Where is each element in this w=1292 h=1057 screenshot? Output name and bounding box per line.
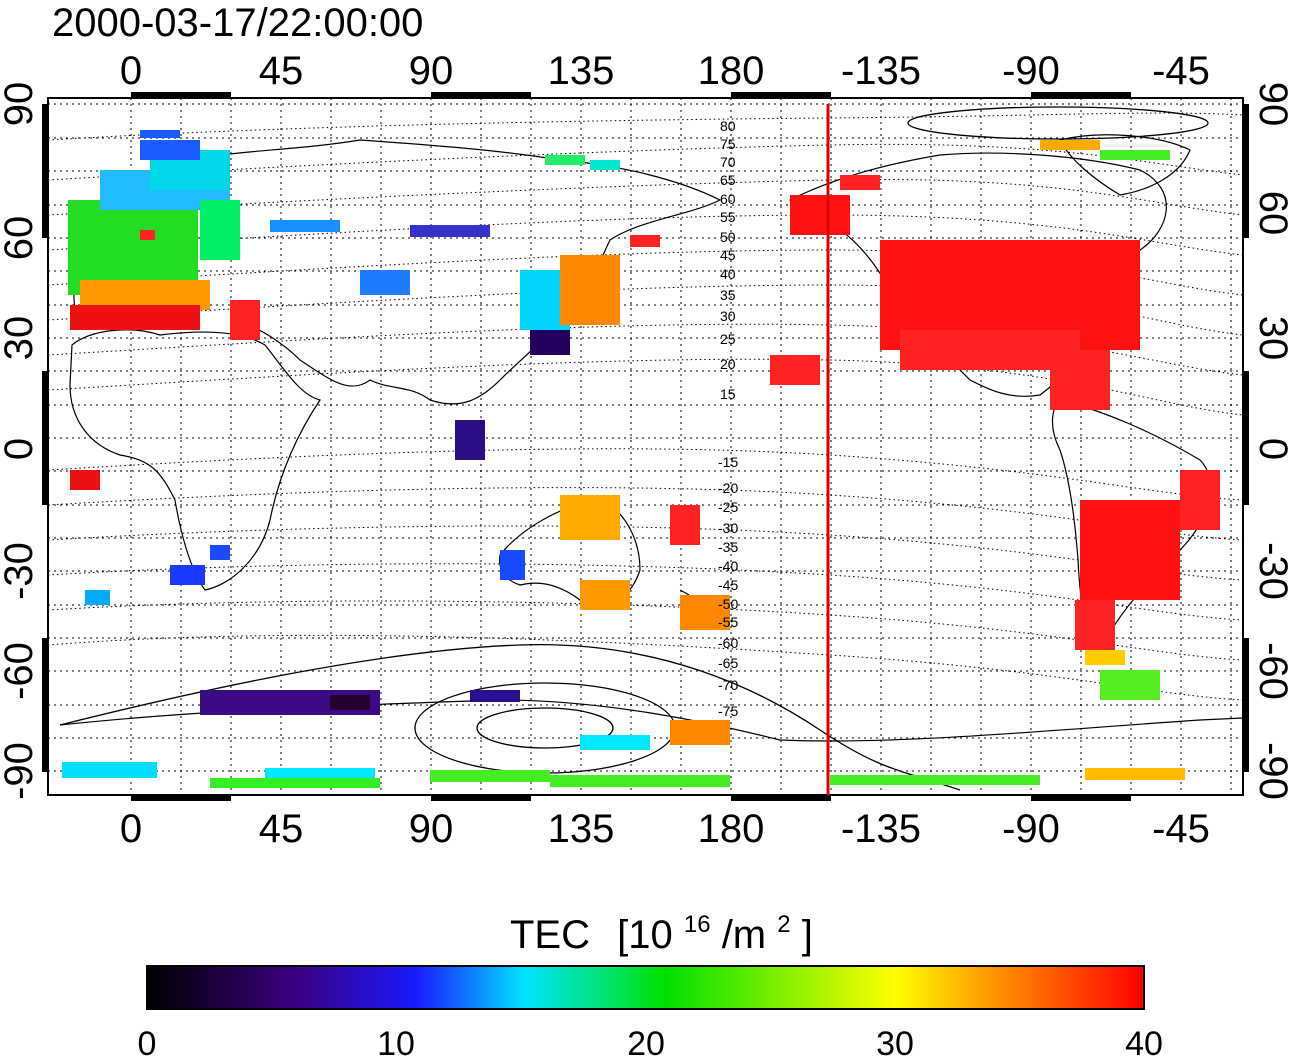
africa-coast	[69, 329, 321, 591]
contour-label: -60	[718, 635, 738, 651]
contour-label: -30	[718, 520, 738, 536]
colorbar-unit-exponent-2: 2	[777, 911, 790, 938]
contour-label: 60	[720, 191, 736, 207]
contour-labels: 80 75 70 65 60 55 50 45 40 35 30 25 20 1…	[718, 118, 738, 719]
lat-label: -90	[1251, 742, 1292, 800]
lat-label: -90	[0, 742, 41, 800]
colorbar-unit-exponent: 16	[684, 911, 711, 938]
contour-label: -25	[718, 499, 738, 515]
contour-label: -40	[718, 558, 738, 574]
magnetic-contours	[48, 112, 1243, 701]
lat-label: 0	[1251, 438, 1292, 460]
contour-label: -20	[718, 480, 738, 496]
lat-label: 90	[1251, 82, 1292, 127]
contour-label: 65	[720, 172, 736, 188]
lat-label: -60	[1251, 642, 1292, 700]
colorbar-label: TEC	[510, 913, 590, 957]
lon-label: -45	[1152, 807, 1210, 851]
tec-observations	[62, 130, 1220, 788]
lon-label: 90	[409, 49, 454, 93]
contour-label: -15	[718, 454, 738, 470]
map-frame	[47, 97, 1244, 796]
lon-label: 0	[120, 49, 142, 93]
lon-label: 135	[548, 49, 615, 93]
lat-label: -60	[0, 642, 41, 700]
lon-label: 180	[698, 49, 765, 93]
contour-label: 45	[720, 247, 736, 263]
lon-label: -90	[1002, 49, 1060, 93]
lon-label: 45	[259, 807, 304, 851]
colorbar	[146, 965, 1145, 1010]
top-longitude-labels: 0 45 90 135 180 -135 -90 -45	[120, 49, 1210, 93]
colorbar-unit-suffix: ]	[802, 913, 813, 957]
colorbar-title: TEC [10 16 /m 2 ]	[510, 897, 813, 957]
greenland-coast	[1059, 134, 1191, 196]
colorbar-ticks: 0 10 20 30 40	[138, 1025, 1163, 1057]
lon-label: 90	[409, 807, 454, 851]
contour-label: 25	[720, 331, 736, 347]
left-latitude-labels: 90 60 30 0 -30 -60 -90	[0, 82, 41, 800]
lat-label: -30	[0, 542, 41, 600]
lon-label: -135	[841, 807, 921, 851]
lon-label: -90	[1002, 807, 1060, 851]
contour-label: 75	[720, 136, 736, 152]
lat-label: -30	[1251, 542, 1292, 600]
colorbar-tick-label: 30	[876, 1025, 914, 1057]
colorbar-tick-label: 0	[138, 1025, 157, 1057]
colorbar-tick-label: 10	[377, 1025, 415, 1057]
contour-label: 35	[720, 287, 736, 303]
lon-label: 180	[698, 807, 765, 851]
colorbar-unit-prefix: [10	[617, 913, 673, 957]
contour-label: 55	[720, 209, 736, 225]
lon-label: 0	[120, 807, 142, 851]
lon-label: -135	[841, 49, 921, 93]
contour-label: -35	[718, 539, 738, 555]
lat-label: 60	[1251, 191, 1292, 236]
contour-label: 15	[720, 386, 736, 402]
contour-label: 50	[720, 229, 736, 245]
right-latitude-labels: 90 60 30 0 -30 -60 -90	[1251, 82, 1292, 800]
contour-label: -75	[718, 703, 738, 719]
lat-label: 30	[0, 316, 41, 361]
colorbar-unit-mid: /m	[722, 913, 766, 957]
contour-label: -50	[718, 596, 738, 612]
bottom-longitude-labels: 0 45 90 135 180 -135 -90 -45	[120, 807, 1210, 851]
colorbar-tick-label: 40	[1125, 1025, 1163, 1057]
lat-label: 60	[0, 216, 41, 261]
frame-ticks	[42, 92, 1249, 801]
lon-label: -45	[1152, 49, 1210, 93]
map-grid	[48, 98, 1243, 795]
lat-label: 90	[0, 82, 41, 127]
contour-label: 80	[720, 118, 736, 134]
contour-label: -45	[718, 577, 738, 593]
map-title: 2000-03-17/22:00:00	[52, 1, 423, 45]
colorbar-tick-label: 20	[627, 1025, 665, 1057]
contour-label: -65	[718, 655, 738, 671]
contour-label: 30	[720, 308, 736, 324]
contour-label: 40	[720, 266, 736, 282]
lon-label: 45	[259, 49, 304, 93]
contour-label: 20	[720, 356, 736, 372]
contour-label: -55	[718, 614, 738, 630]
lon-label: 135	[548, 807, 615, 851]
contour-label: -70	[718, 677, 738, 693]
contour-label: 70	[720, 154, 736, 170]
lat-label: 0	[0, 438, 41, 460]
lat-label: 30	[1251, 316, 1292, 361]
